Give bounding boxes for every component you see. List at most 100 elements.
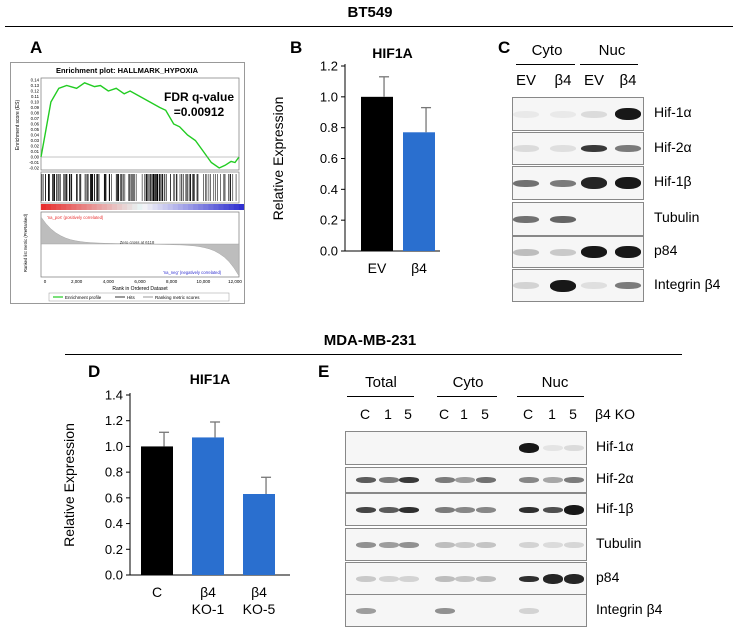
enrichment-profile-line <box>40 82 240 169</box>
category-label: β4 <box>200 584 216 600</box>
es-ytick-label: 0.00 <box>31 155 40 160</box>
es-ytick-label: 0.02 <box>31 144 40 149</box>
rank-color-cell <box>50 204 57 210</box>
rank-color-cell <box>172 204 179 210</box>
protein-band <box>615 177 641 189</box>
protein-band <box>513 248 539 256</box>
rank-color-cell <box>142 204 148 210</box>
lane-label: 5 <box>569 406 577 422</box>
rank-color-cell <box>193 204 199 210</box>
blot-row-label: Integrin β4 <box>654 275 721 292</box>
chart-title: HIF1A <box>372 45 412 61</box>
blot-strip <box>345 431 587 465</box>
rank-xtick-label: 6,000 <box>134 279 146 284</box>
rank-xtick-label: 4,000 <box>103 279 115 284</box>
rank-color-cell <box>203 204 209 210</box>
protein-band <box>435 506 455 513</box>
lane-label: 1 <box>384 406 392 422</box>
protein-band <box>519 607 539 614</box>
protein-band <box>615 108 641 120</box>
group-label: Cyto <box>452 374 484 391</box>
protein-band <box>379 477 399 483</box>
y-tick-label: 0.4 <box>320 182 338 197</box>
fdr-qvalue-label: FDR q-value <box>164 90 234 104</box>
protein-band <box>550 248 576 256</box>
rank-color-cell <box>122 204 128 210</box>
blot-row-label: Hif-2α <box>596 470 634 486</box>
gsea-enrichment-plot: Enrichment plot: HALLMARK_HYPOXIA 0.14 0.… <box>10 62 245 304</box>
panel-e-label: E <box>318 362 330 381</box>
rank-color-cell <box>45 204 52 210</box>
protein-band <box>550 279 576 292</box>
y-axis-label: Relative Expression <box>270 97 286 221</box>
protein-band <box>513 282 539 289</box>
rank-color-cell <box>61 204 67 210</box>
protein-band <box>519 477 539 483</box>
category-label: EV <box>368 260 387 276</box>
protein-band <box>455 575 475 582</box>
protein-band <box>399 575 419 582</box>
rank-color-cell <box>233 204 240 210</box>
rank-color-cell <box>228 204 235 210</box>
protein-band <box>399 506 419 513</box>
gsea-legend <box>48 292 230 302</box>
y-tick-label: 0.6 <box>105 490 123 505</box>
rank-color-cell <box>132 204 138 210</box>
group-label: Nuc <box>598 42 626 59</box>
blot-row-label: Tubulin <box>654 209 700 225</box>
protein-band <box>581 145 607 152</box>
y-tick-label: 1.4 <box>105 388 123 403</box>
protein-band <box>564 541 584 548</box>
lane-label: EV <box>515 72 536 89</box>
es-ylabel: Enrichment score (ES) <box>15 100 21 151</box>
rank-color-cell <box>71 204 77 210</box>
es-ytick-label: -0.02 <box>29 166 39 171</box>
protein-band <box>513 110 539 118</box>
protein-band <box>379 575 399 582</box>
hits-frame <box>40 171 240 204</box>
blot-strip <box>512 132 644 165</box>
protein-band <box>399 477 419 483</box>
protein-band <box>581 110 607 118</box>
blot-row-label: Integrin β4 <box>596 600 663 617</box>
es-ytick-label: 0.05 <box>31 127 40 132</box>
es-ytick-label: 0.08 <box>31 111 40 116</box>
y-tick-label: 0.2 <box>320 213 338 228</box>
group-underline <box>437 396 497 397</box>
es-plot-frame <box>40 77 240 171</box>
protein-band <box>476 575 496 582</box>
section-title-bt549: BT549 <box>347 4 393 21</box>
protein-band <box>455 541 475 548</box>
gsea-svg: Enrichment plot: HALLMARK_HYPOXIA 0.140.… <box>15 66 245 302</box>
blot-row-label: p84 <box>596 568 620 585</box>
protein-band <box>543 541 563 548</box>
ranked-metric-ylabel: Ranked list metric (PreRanked) <box>23 213 28 272</box>
blot-strip <box>512 269 644 302</box>
neg-correlated-label: 'na_neg' (negatively correlated) <box>163 270 222 275</box>
protein-band <box>615 282 641 289</box>
protein-band <box>399 541 419 548</box>
bar <box>192 437 224 575</box>
blot-row-label: Hif-1β <box>654 173 692 189</box>
protein-band <box>435 541 455 548</box>
protein-band <box>543 445 563 451</box>
blot-row-label: Hif-2α <box>654 138 692 155</box>
blot-row-label: Hif-1α <box>596 438 634 454</box>
protein-band <box>379 506 399 513</box>
protein-band <box>455 506 475 513</box>
rank-color-cell <box>177 204 184 210</box>
rank-xlabel: Rank in Ordered Dataset <box>112 286 168 292</box>
protein-band <box>435 575 455 582</box>
rank-xtick-label: 12,000 <box>228 279 242 284</box>
y-tick-label: 0.4 <box>105 516 123 531</box>
y-tick-label: 1.0 <box>105 439 123 454</box>
zero-cross-label: Zero cross at 6118 <box>120 240 155 245</box>
rank-color-cell <box>40 204 47 210</box>
rank-color-cell <box>188 204 194 210</box>
y-tick-label: 0.0 <box>320 244 338 259</box>
rank-color-cell <box>96 204 103 210</box>
protein-band <box>476 506 496 513</box>
protein-band <box>476 477 496 483</box>
rank-color-cell <box>198 204 204 210</box>
blot-row-label: Tubulin <box>596 534 642 551</box>
